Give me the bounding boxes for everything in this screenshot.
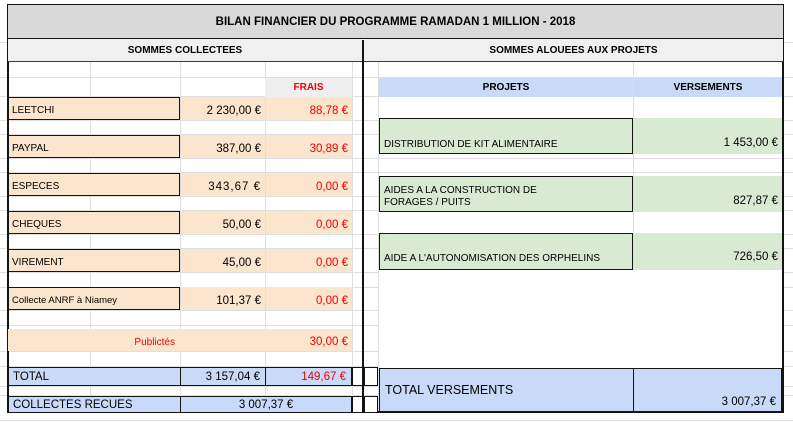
row-leetchi-label[interactable]: LEETCHI — [8, 97, 180, 120]
collectes-recues-label[interactable]: COLLECTES RECUES — [13, 398, 133, 411]
total-versements-box — [379, 368, 782, 412]
sheet-title-cell[interactable]: BILAN FINANCIER DU PROGRAMME RAMADAN 1 M… — [7, 4, 784, 39]
projets-column-header[interactable]: PROJETS — [379, 78, 633, 97]
row-paypal-amount[interactable]: 387,00 € — [181, 135, 265, 158]
frais-column-header[interactable]: FRAIS — [265, 78, 352, 97]
row-collecte-anrf-frais[interactable]: 0,00 € — [266, 287, 352, 310]
row-publicites-frais[interactable]: 30,00 € — [309, 336, 348, 348]
gridline — [0, 158, 793, 159]
total-frais[interactable]: 149,67 € — [301, 370, 346, 383]
gridline — [90, 62, 91, 413]
project-label-line1: DISTRIBUTION DE KIT ALIMENTAIRE — [384, 138, 558, 150]
row-especes-label[interactable]: ESPECES — [8, 173, 180, 196]
table-bottom-border — [7, 411, 784, 413]
row-collecte-anrf-label[interactable]: Collecte ANRF à Niamey — [8, 287, 180, 310]
collectes-row-divider — [180, 396, 181, 413]
project-forages-puits-amount[interactable]: 827,87 € — [634, 176, 782, 212]
row-paypal-frais[interactable]: 30,89 € — [266, 135, 352, 158]
table-right-border — [782, 4, 784, 413]
total-row-divider — [265, 367, 266, 386]
total-versements-divider — [633, 368, 634, 412]
row-cheques-label[interactable]: CHEQUES — [8, 211, 180, 234]
total-versements-amount[interactable]: 3 007,37 € — [721, 396, 776, 408]
row-cheques-amount[interactable]: 50,00 € — [181, 211, 265, 234]
project-label-text: AIDE A L'AUTONOMISATION DES ORPHELINS — [384, 253, 600, 265]
empty-cells-region — [379, 270, 782, 368]
row-collecte-anrf-amount[interactable]: 101,37 € — [181, 287, 265, 310]
gridline — [265, 62, 266, 413]
gridline — [0, 172, 793, 173]
project-kit-alimentaire-label[interactable]: DISTRIBUTION DE KIT ALIMENTAIRE — [379, 118, 633, 154]
empty-cell — [364, 396, 378, 413]
project-forages-puits-label[interactable]: AIDES A LA CONSTRUCTION DE FORAGES / PUI… — [379, 176, 633, 212]
section-divider — [362, 40, 364, 413]
project-label-text: AIDES A LA CONSTRUCTION DE FORAGES / PUI… — [384, 185, 537, 208]
row-publicites-label[interactable]: Publictés — [134, 337, 175, 348]
row-especes-amount[interactable]: 343,67 € — [181, 173, 265, 196]
gridline — [180, 62, 181, 413]
project-orphelins-amount[interactable]: 726,50 € — [634, 233, 782, 270]
row-paypal-label[interactable]: PAYPAL — [8, 135, 180, 158]
row-leetchi-frais[interactable]: 88,78 € — [266, 97, 352, 120]
collectes-recues-amount[interactable]: 3 007,37 € — [238, 398, 294, 411]
project-label-line1: AIDES A LA CONSTRUCTION DE — [384, 185, 537, 196]
project-kit-alimentaire-amount[interactable]: 1 453,00 € — [634, 118, 782, 154]
row-virement-amount[interactable]: 45,00 € — [181, 249, 265, 272]
gridline — [378, 62, 379, 413]
gridline — [352, 62, 353, 413]
project-label-line1: AIDE A L'AUTONOMISATION DES ORPHELINS — [384, 252, 601, 264]
gridline — [633, 62, 634, 413]
empty-cell — [352, 396, 363, 413]
table-left-border — [7, 4, 9, 413]
row-leetchi-amount[interactable]: 2 230,00 € — [181, 97, 265, 120]
empty-cell — [364, 367, 378, 386]
gridline — [0, 77, 793, 78]
total-row-divider — [180, 367, 181, 386]
project-label-line2: FORAGES / PUITS — [384, 196, 471, 208]
gridline — [0, 420, 793, 421]
total-label[interactable]: TOTAL — [13, 370, 49, 383]
empty-cell — [352, 367, 363, 386]
versements-column-header[interactable]: VERSEMENTS — [634, 78, 782, 97]
row-especes-frais[interactable]: 0,00 € — [266, 173, 352, 196]
right-section-header[interactable]: SOMMES ALOUEES AUX PROJETS — [364, 39, 783, 62]
project-orphelins-label[interactable]: AIDE A L'AUTONOMISATION DES ORPHELINS — [379, 233, 633, 270]
row-cheques-frais[interactable]: 0,00 € — [266, 211, 352, 234]
total-versements-label[interactable]: TOTAL VERSEMENTS — [385, 383, 514, 397]
left-section-header[interactable]: SOMMES COLLECTEES — [8, 39, 362, 62]
project-label-text: DISTRIBUTION DE KIT ALIMENTAIRE — [384, 139, 558, 151]
row-virement-frais[interactable]: 0,00 € — [266, 249, 352, 272]
total-amount[interactable]: 3 157,04 € — [205, 370, 260, 383]
row-publicites-band — [8, 329, 352, 351]
row-virement-label[interactable]: VIREMENT — [8, 249, 180, 272]
